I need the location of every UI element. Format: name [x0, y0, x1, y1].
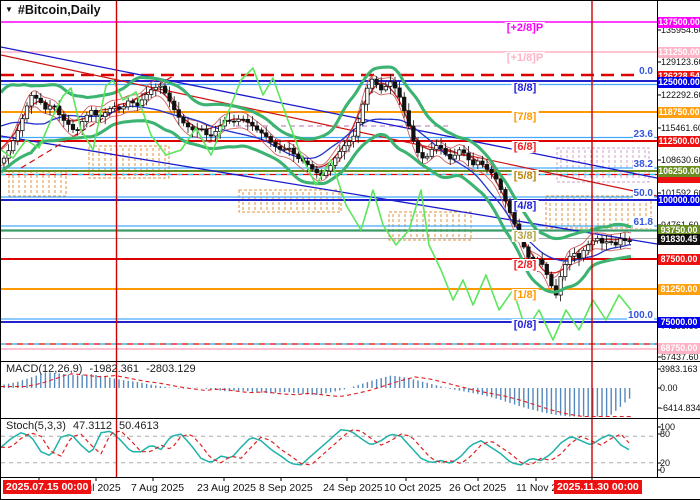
stoch-label: Stoch(5,3,3)	[6, 420, 66, 432]
stoch-header: Stoch(5,3,3) 47.3112 50.4613	[6, 420, 163, 432]
macd-header: MACD(12,26,9) -1982.361 -2803.129	[6, 363, 200, 375]
instrument-title-bar[interactable]: ▼ #Bitcoin,Daily	[5, 3, 101, 17]
macd-plot	[3, 372, 631, 417]
stoch-value-d: 50.4613	[119, 420, 159, 432]
stoch-value-k: 47.3112	[72, 420, 112, 432]
macd-value-signal: -2803.129	[146, 363, 196, 375]
symbol-dropdown-icon[interactable]: ▼	[5, 5, 13, 14]
instrument-title: #Bitcoin,Daily	[17, 3, 101, 17]
macd-value-main: -1982.361	[89, 363, 140, 375]
macd-label: MACD(12,26,9)	[6, 363, 83, 375]
